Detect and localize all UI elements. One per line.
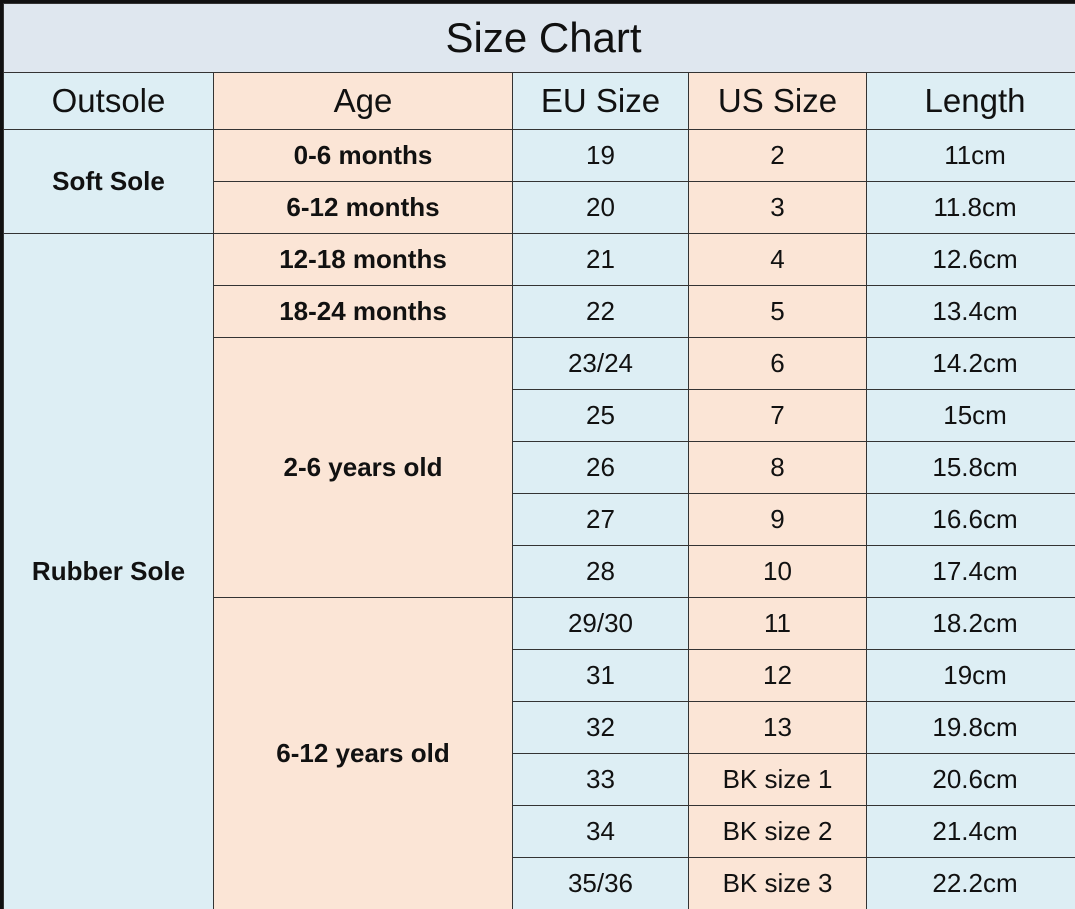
eu-size-cell: 33 (512, 753, 689, 806)
age-cell: 6-12 months (213, 181, 513, 234)
size-row: 32 13 19.8cm (4, 701, 1075, 754)
us-size-cell: BK size 3 (688, 857, 867, 909)
length-cell: 19cm (865, 649, 1075, 702)
eu-size-cell: 20 (512, 181, 689, 234)
size-row: 25 7 15cm (4, 389, 1075, 442)
age-cell: 6-12 years old (213, 597, 513, 909)
size-row: 26 8 15.8cm (4, 441, 1075, 494)
eu-size-cell: 26 (512, 441, 689, 494)
length-cell: 20.6cm (865, 753, 1075, 806)
column-header: Outsole (3, 72, 214, 130)
size-row: Rubber Sole 12-18 months 21 4 12.6cm (3, 233, 1075, 909)
length-cell: 19.8cm (865, 701, 1075, 754)
age-cell: 2-6 years old (213, 337, 513, 598)
size-table: Size Chart Outsole Age EU Size US Size Lengt… (3, 3, 1075, 909)
eu-size-cell: 31 (512, 649, 689, 702)
us-size-cell: 12 (688, 649, 867, 702)
size-row: 28 10 17.4cm (4, 545, 1075, 598)
us-size-cell: BK size 1 (688, 753, 867, 806)
size-row: 31 12 19cm (4, 649, 1075, 702)
age-cell: 12-18 months (213, 233, 513, 286)
size-row: 6-12 months 20 3 11.8cm (4, 181, 1075, 234)
eu-size-cell: 19 (512, 129, 689, 182)
eu-size-cell: 22 (512, 285, 689, 338)
us-size-cell: 11 (688, 597, 867, 650)
length-cell: 13.4cm (865, 285, 1075, 338)
age-cell: 18-24 months (213, 285, 513, 338)
size-row: 35/36 BK size 3 22.2cm (4, 857, 1075, 909)
us-size-cell: 8 (688, 441, 867, 494)
eu-size-cell: 34 (512, 805, 689, 858)
size-row: 2-6 years old 23/24 6 14.2cm (4, 337, 1075, 598)
eu-size-cell: 27 (512, 493, 689, 546)
us-size-cell: 9 (688, 493, 867, 546)
length-cell: 22.2cm (865, 857, 1075, 909)
size-row: 6-12 years old 29/30 11 18.2cm (4, 597, 1075, 909)
us-size-cell: 2 (688, 129, 867, 182)
length-cell: 21.4cm (865, 805, 1075, 858)
column-header: Length (865, 72, 1075, 130)
length-cell: 17.4cm (865, 545, 1075, 598)
eu-size-cell: 25 (512, 389, 689, 442)
length-cell: 18.2cm (865, 597, 1075, 650)
eu-size-cell: 23/24 (512, 337, 689, 390)
length-cell: 14.2cm (865, 337, 1075, 390)
eu-size-cell: 21 (512, 233, 689, 286)
length-cell: 15cm (865, 389, 1075, 442)
eu-size-cell: 35/36 (512, 857, 689, 909)
column-header: EU Size (512, 72, 689, 130)
outsole-cell: Rubber Sole (3, 233, 214, 909)
length-cell: 11.8cm (865, 181, 1075, 234)
header-row: Outsole Age EU Size US Size Length (3, 72, 1075, 130)
length-cell: 15.8cm (865, 441, 1075, 494)
size-row: 18-24 months 22 5 13.4cm (4, 285, 1075, 338)
us-size-cell: 3 (688, 181, 867, 234)
us-size-cell: 10 (688, 545, 867, 598)
us-size-cell: 4 (688, 233, 867, 286)
eu-size-cell: 32 (512, 701, 689, 754)
size-row: 27 9 16.6cm (4, 493, 1075, 546)
length-cell: 11cm (865, 129, 1075, 182)
size-row: 34 BK size 2 21.4cm (4, 805, 1075, 858)
length-cell: 12.6cm (865, 233, 1075, 286)
eu-size-cell: 29/30 (512, 597, 689, 650)
us-size-cell: 7 (688, 389, 867, 442)
us-size-cell: 5 (688, 285, 867, 338)
size-row: Soft Sole 0-6 months 19 2 11cm (3, 129, 1075, 234)
table-title: Size Chart (3, 3, 1075, 73)
column-header: US Size (688, 72, 867, 130)
us-size-cell: 6 (688, 337, 867, 390)
us-size-cell: 13 (688, 701, 867, 754)
size-row: 33 BK size 1 20.6cm (4, 753, 1075, 806)
outsole-cell: Soft Sole (3, 129, 214, 234)
eu-size-cell: 28 (512, 545, 689, 598)
us-size-cell: BK size 2 (688, 805, 867, 858)
length-cell: 16.6cm (865, 493, 1075, 546)
column-header: Age (213, 72, 513, 130)
age-cell: 0-6 months (213, 129, 513, 182)
